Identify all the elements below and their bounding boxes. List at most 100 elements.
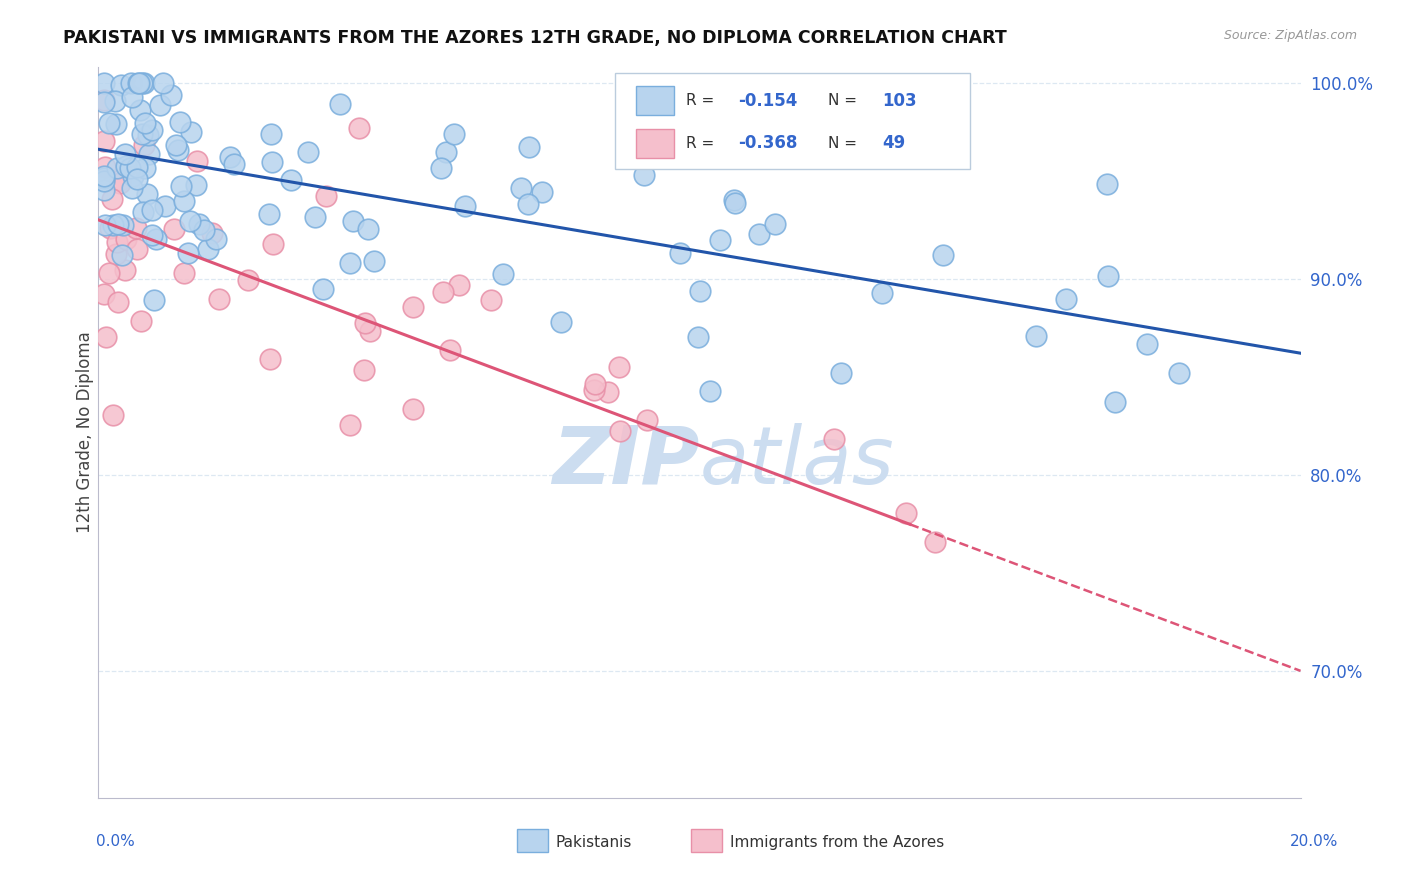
Point [357, 222, 380, 236]
Point [173, 266, 195, 280]
Point [669, 246, 692, 260]
Point [363, 254, 385, 268]
Point [583, 377, 606, 392]
Point [132, 137, 155, 152]
Point [125, 243, 148, 257]
Point [517, 139, 540, 153]
Point [598, 384, 620, 399]
Point [931, 248, 953, 262]
Point [510, 181, 533, 195]
Point [134, 161, 156, 175]
FancyBboxPatch shape [692, 829, 723, 853]
Point [111, 248, 134, 262]
Point [141, 227, 163, 242]
Point [122, 169, 145, 183]
Point [339, 417, 361, 432]
Point [160, 87, 183, 102]
Point [260, 155, 283, 169]
Point [550, 315, 572, 329]
Point [1054, 293, 1077, 307]
Point [110, 78, 132, 92]
Point [104, 247, 127, 261]
Point [125, 172, 148, 186]
Text: R =: R = [686, 93, 720, 108]
Point [98, 220, 121, 235]
Point [224, 157, 246, 171]
Point [259, 207, 281, 221]
Point [127, 76, 149, 90]
Point [114, 160, 136, 174]
Point [132, 204, 155, 219]
Text: 20.0%: 20.0% [1291, 834, 1339, 848]
Point [430, 161, 453, 175]
Point [94, 160, 117, 174]
Text: Source: ZipAtlas.com: Source: ZipAtlas.com [1223, 29, 1357, 42]
Point [173, 194, 195, 208]
Point [93, 93, 115, 107]
Text: 103: 103 [882, 92, 917, 110]
Point [447, 277, 470, 292]
Point [104, 117, 127, 131]
Point [138, 147, 160, 161]
Point [262, 236, 284, 251]
Text: -0.368: -0.368 [738, 135, 797, 153]
Point [93, 169, 115, 183]
Point [94, 218, 117, 232]
Text: Pakistanis: Pakistanis [555, 835, 631, 850]
Point [111, 218, 134, 232]
Point [1025, 329, 1047, 343]
Point [125, 161, 148, 175]
Point [709, 233, 731, 247]
Point [353, 362, 375, 376]
Point [924, 535, 946, 549]
Point [110, 173, 132, 187]
Point [530, 185, 553, 199]
Point [260, 127, 283, 141]
Text: ZIP: ZIP [553, 423, 699, 501]
Point [315, 189, 337, 203]
Point [516, 196, 538, 211]
Point [633, 168, 655, 182]
Point [101, 192, 124, 206]
Point [134, 116, 156, 130]
Point [193, 223, 215, 237]
Y-axis label: 12th Grade, No Diploma: 12th Grade, No Diploma [76, 332, 94, 533]
Point [131, 76, 153, 90]
Point [93, 183, 115, 197]
Point [132, 76, 155, 90]
Point [141, 202, 163, 217]
Point [401, 300, 423, 314]
Point [93, 76, 115, 90]
Point [583, 383, 606, 397]
Point [479, 293, 502, 307]
Point [349, 120, 371, 135]
Point [1097, 268, 1119, 283]
Point [165, 137, 187, 152]
Point [894, 506, 917, 520]
FancyBboxPatch shape [616, 73, 970, 169]
Point [141, 122, 163, 136]
Text: 49: 49 [882, 135, 905, 153]
Point [208, 292, 231, 306]
Point [101, 408, 124, 422]
Text: Immigrants from the Azores: Immigrants from the Azores [730, 835, 943, 850]
Point [748, 227, 770, 241]
Point [97, 116, 120, 130]
Point [1095, 178, 1118, 192]
Point [105, 235, 128, 250]
Point [304, 210, 326, 224]
Point [93, 170, 115, 185]
Point [107, 217, 129, 231]
Point [492, 267, 515, 281]
Point [128, 76, 150, 90]
Point [121, 89, 143, 103]
Point [699, 384, 721, 398]
Point [723, 193, 745, 207]
Point [453, 198, 475, 212]
Point [167, 143, 190, 157]
Point [105, 161, 128, 175]
Point [609, 424, 631, 438]
Point [439, 343, 461, 357]
Point [870, 286, 893, 301]
Text: N =: N = [828, 93, 862, 108]
